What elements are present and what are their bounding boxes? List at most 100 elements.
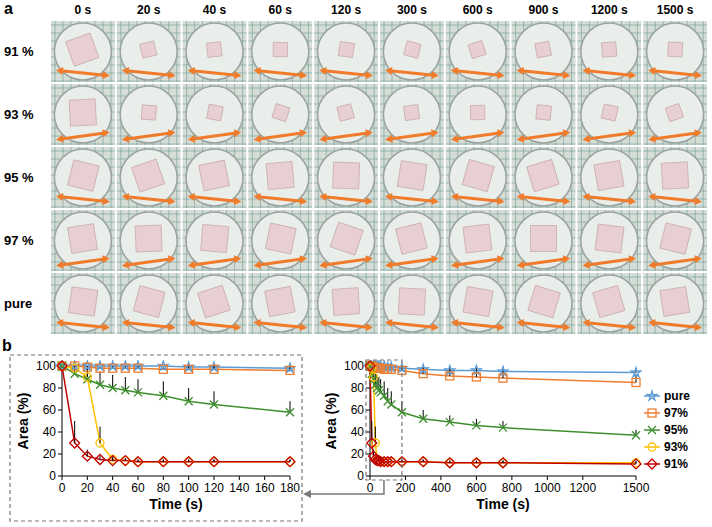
photo-ground	[51, 147, 115, 208]
photo	[512, 273, 576, 334]
film	[595, 224, 624, 253]
film	[602, 42, 617, 57]
photo	[380, 147, 444, 208]
arrow-head	[582, 254, 637, 269]
y-axis-title: Area (%)	[15, 393, 31, 450]
arrow-shaft	[193, 259, 237, 265]
orientation-arrow	[319, 192, 374, 206]
marker	[367, 438, 377, 448]
petri-dish	[515, 86, 572, 143]
photo	[446, 84, 510, 145]
orientation-arrow	[319, 128, 374, 143]
photo-ground	[117, 21, 181, 82]
petri-dish	[318, 212, 375, 269]
film	[593, 285, 625, 317]
x-tick	[188, 476, 189, 480]
film	[463, 286, 493, 316]
orientation-arrow	[648, 192, 703, 206]
photo	[380, 210, 444, 271]
arrow-shaft	[258, 323, 302, 328]
orientation-arrow	[56, 254, 111, 269]
marker	[121, 364, 129, 372]
petri-dish	[515, 275, 572, 332]
orientation-arrow	[582, 66, 637, 80]
row-label: 95 %	[4, 170, 34, 185]
photo-ground	[643, 273, 707, 334]
photo-ground	[248, 147, 312, 208]
marker	[70, 438, 80, 448]
orientation-arrow	[516, 66, 571, 80]
series-line	[370, 366, 636, 383]
petri-dish	[54, 212, 111, 269]
orientation-arrow	[385, 66, 440, 80]
petri-dish	[252, 149, 309, 206]
photo-ground	[446, 147, 510, 208]
photo	[51, 147, 115, 208]
petri-dish	[54, 149, 111, 206]
photo	[577, 21, 641, 82]
petri-dish	[383, 275, 440, 332]
series-line	[370, 366, 636, 464]
error-bar	[138, 460, 139, 462]
y-axis-title: Area (%)	[323, 393, 339, 450]
photo-ground	[248, 273, 312, 334]
orientation-arrow	[516, 318, 571, 332]
marker	[285, 363, 295, 372]
marker	[376, 457, 386, 467]
petri-dish	[647, 86, 704, 143]
film	[272, 104, 290, 122]
film	[527, 159, 559, 191]
x-tick	[547, 476, 548, 480]
photo	[117, 273, 181, 334]
photo	[643, 273, 707, 334]
x-tick-label: 140	[229, 481, 249, 495]
arrow-shaft	[61, 133, 105, 139]
arrow-head	[56, 192, 111, 206]
photo-ground	[380, 210, 444, 271]
marker	[120, 456, 130, 466]
photo-ground	[446, 84, 510, 145]
marker	[71, 364, 79, 372]
photo	[314, 84, 378, 145]
plot-area	[365, 361, 641, 469]
marker	[184, 457, 194, 467]
marker	[648, 426, 656, 434]
orientation-arrow	[582, 128, 637, 143]
film	[69, 99, 96, 126]
arrow-shaft	[456, 197, 500, 202]
series-line	[370, 366, 636, 463]
arrow-shaft	[587, 323, 631, 328]
x-tick	[112, 476, 113, 480]
marker	[121, 361, 131, 370]
petri-dish	[383, 212, 440, 269]
petri-dish	[318, 275, 375, 332]
petri-dish	[449, 149, 506, 206]
y-tick	[58, 454, 62, 455]
orientation-arrow	[450, 128, 505, 143]
photo-ground	[643, 210, 707, 271]
marker	[159, 458, 167, 466]
arrow-shaft	[127, 133, 171, 139]
x-tick-label: 180	[280, 481, 300, 495]
marker	[472, 459, 480, 467]
arrow-shaft	[456, 71, 500, 76]
error-bar	[125, 458, 126, 460]
photo	[314, 210, 378, 271]
marker	[386, 457, 396, 467]
marker	[445, 458, 455, 468]
marker	[121, 386, 129, 394]
photo	[248, 21, 312, 82]
y-tick	[58, 410, 62, 411]
arrow-head	[385, 128, 440, 143]
orientation-arrow	[187, 66, 242, 80]
arrow-shaft	[587, 71, 631, 76]
y-tick-label: 20	[351, 447, 365, 461]
legend-line	[644, 395, 660, 397]
photo-ground	[446, 273, 510, 334]
zoom-arrow-head	[303, 490, 311, 498]
petri-dish	[581, 23, 638, 80]
orientation-arrow	[450, 254, 505, 269]
marker	[96, 381, 104, 389]
marker	[285, 457, 295, 467]
orientation-arrow	[648, 318, 703, 332]
